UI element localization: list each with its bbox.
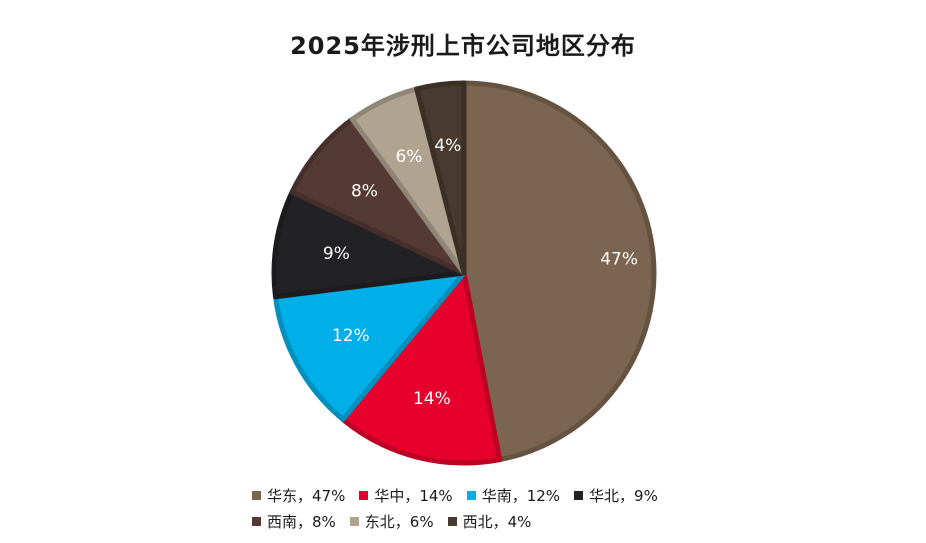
slice-label-2: 12%	[332, 326, 370, 346]
legend-item-4: 西南，8%	[252, 511, 336, 532]
legend-swatch-2	[466, 490, 476, 500]
legend-label-2: 华南，12%	[481, 486, 561, 505]
pie-labels: 47% 14% 12% 9% 8% 6% 4%	[323, 136, 638, 409]
legend-swatch-1	[359, 490, 369, 500]
legend-label-5: 东北，6%	[364, 512, 434, 531]
legend-item-5: 东北，6%	[349, 511, 434, 532]
slice-label-1: 14%	[413, 389, 451, 409]
legend-swatch-0	[252, 490, 261, 500]
pie-slice-1	[340, 270, 503, 466]
legend-swatch-6	[447, 516, 457, 526]
slice-label-3: 9%	[323, 244, 350, 264]
pie-slice-3	[271, 189, 467, 300]
legend-label-4: 西南，8%	[267, 512, 336, 531]
legend-row: 西南，8% 东北，6% 西北，4%	[252, 508, 772, 534]
slice-label-6: 4%	[434, 136, 461, 156]
legend-item-0: 华东，47%	[252, 485, 345, 506]
pie-slice-0	[461, 80, 657, 463]
legend-swatch-4	[252, 516, 261, 526]
slice-label-4: 8%	[351, 182, 378, 202]
legend: 华东，47% 华中，14% 华南，12% 华北，9% 西南，8% 东北，6% 西北，4%	[252, 482, 772, 534]
chart-title: 2025年涉刑上市公司地区分布	[290, 32, 636, 60]
legend-item-3: 华北，9%	[574, 485, 658, 506]
legend-swatch-3	[574, 490, 584, 500]
legend-item-6: 西北，4%	[447, 511, 532, 532]
pie-slice-2	[272, 270, 467, 422]
legend-label-0: 华东，47%	[267, 486, 346, 505]
slice-label-5: 6%	[395, 147, 422, 167]
legend-label-6: 西北，4%	[462, 512, 532, 531]
legend-label-3: 华北，9%	[589, 486, 658, 505]
pie-slice-6	[414, 80, 467, 276]
legend-swatch-5	[349, 516, 359, 526]
legend-item-1: 华中，14%	[359, 485, 453, 506]
slice-label-0: 47%	[600, 249, 638, 269]
pie-slices	[271, 80, 657, 466]
legend-label-1: 华中，14%	[374, 486, 453, 505]
legend-item-2: 华南，12%	[466, 485, 561, 506]
legend-row: 华东，47% 华中，14% 华南，12% 华北，9%	[252, 482, 772, 508]
